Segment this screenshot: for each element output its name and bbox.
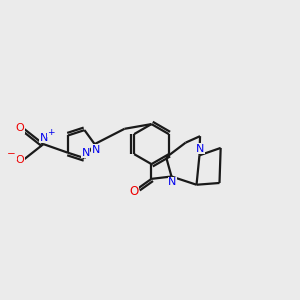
Text: N: N (92, 145, 100, 155)
Text: N: N (196, 144, 205, 154)
Text: O: O (16, 155, 25, 165)
Text: +: + (47, 128, 55, 137)
Text: O: O (130, 185, 139, 198)
Text: O: O (16, 123, 24, 133)
Text: N: N (168, 177, 177, 188)
Text: −: − (7, 149, 16, 159)
Text: N: N (82, 148, 90, 158)
Text: N: N (40, 133, 48, 142)
